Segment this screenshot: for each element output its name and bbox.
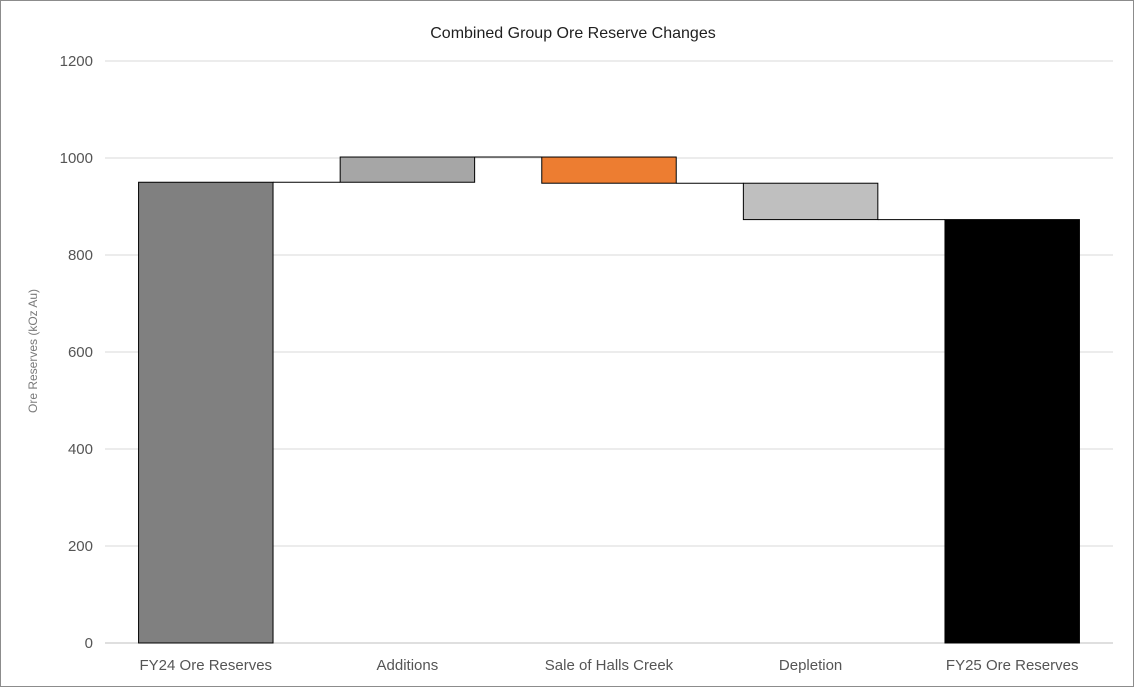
bar-depletion <box>742 182 879 221</box>
y-axis-label: Ore Reserves (kOz Au) <box>26 289 40 413</box>
x-tick-label: FY25 Ore Reserves <box>946 657 1079 674</box>
y-tick-label: 1200 <box>60 53 93 70</box>
bar-additions <box>339 156 476 183</box>
bar-sale-of-halls-creek <box>541 156 677 184</box>
x-tick-label: Sale of Halls Creek <box>545 657 674 674</box>
x-tick-label: Depletion <box>779 657 842 674</box>
x-tick-label: FY24 Ore Reserves <box>140 657 273 674</box>
bar-fy25-ore-reserves <box>944 219 1080 644</box>
y-tick-label: 600 <box>68 344 93 361</box>
x-tick-labels: FY24 Ore Reserves Additions Sale of Halls … <box>140 657 1079 674</box>
bar-fy24-ore-reserves <box>138 181 274 644</box>
bars <box>138 156 1080 644</box>
y-tick-label: 200 <box>68 538 93 555</box>
y-tick-label: 800 <box>68 247 93 264</box>
y-tick-labels: 0 200 400 600 800 1000 1200 <box>60 53 93 652</box>
y-tick-label: 400 <box>68 441 93 458</box>
y-tick-label: 1000 <box>60 150 93 167</box>
connector-lines <box>273 156 945 221</box>
y-tick-label: 0 <box>85 635 93 652</box>
chart-title: Combined Group Ore Reserve Changes <box>430 25 715 42</box>
x-tick-label: Additions <box>377 657 439 674</box>
